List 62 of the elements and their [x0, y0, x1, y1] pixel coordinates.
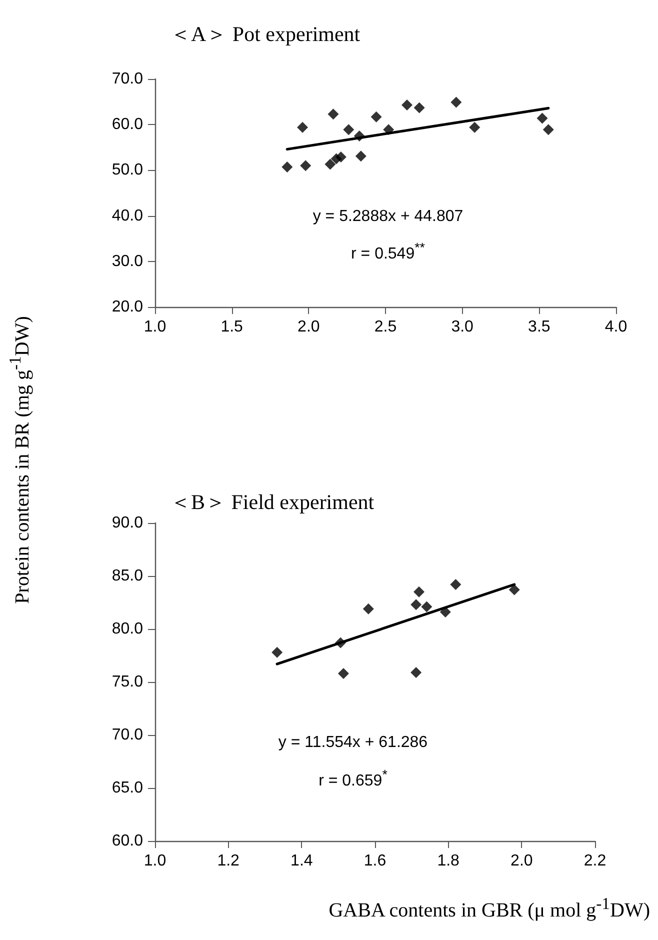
y-tick-label: 60.0: [112, 116, 144, 134]
x-tick-label: 1.4: [290, 852, 313, 870]
y-tick-label: 40.0: [112, 207, 144, 224]
point: [414, 102, 425, 114]
point: [536, 112, 548, 124]
point: [354, 130, 365, 142]
point: [328, 108, 339, 120]
x-tick-label: 1.0: [144, 852, 166, 870]
point: [282, 162, 293, 173]
point: [300, 160, 312, 172]
x-tick-label: 1.0: [144, 318, 166, 336]
x-tick-label: 4.0: [604, 318, 628, 336]
y-tick-label: 30.0: [112, 252, 144, 270]
x-tick-label: 1.8: [437, 852, 460, 870]
point: [410, 599, 422, 610]
point: [272, 646, 283, 658]
point: [469, 122, 480, 133]
point: [343, 124, 354, 136]
annotation: y = 5.2888x + 44.807: [312, 208, 464, 226]
point: [414, 586, 424, 598]
annotation: r = 0.659$^{*}$: [318, 767, 388, 790]
annotation: y = 11.554x + 61.286: [277, 734, 429, 752]
point: [508, 584, 520, 596]
y-tick-label: 70.0: [112, 70, 144, 88]
chart-title: ＜A＞ Pot experiment: [170, 21, 360, 48]
x-tick-label: 1.5: [220, 318, 244, 336]
y-tick-label: 85.0: [112, 568, 144, 584]
x-axis-title: GABA contents in GBR (μ mol g$^{-1}$DW): [328, 894, 650, 923]
point: [297, 122, 308, 133]
point: [402, 99, 413, 110]
point: [362, 603, 374, 614]
point: [338, 668, 349, 680]
x-tick-label: 3.5: [528, 318, 550, 336]
point: [542, 124, 554, 136]
y-tick-label: 50.0: [112, 162, 144, 179]
point: [383, 124, 394, 136]
point: [324, 158, 336, 170]
y-tick-label: 60.0: [112, 832, 144, 850]
y-tick-label: 75.0: [112, 674, 144, 690]
y-tick-label: 65.0: [112, 780, 144, 796]
y-tick-label: 70.0: [112, 726, 144, 744]
point: [410, 666, 422, 678]
point: [335, 151, 346, 162]
y-tick-label: 90.0: [112, 514, 144, 532]
annotation: r = 0.549$^{**}$: [350, 240, 426, 264]
chart-title: ＜B＞ Field experiment: [170, 489, 374, 516]
point: [370, 111, 382, 122]
point: [355, 150, 366, 162]
y-tick-label: 20.0: [112, 298, 144, 316]
x-tick-label: 2.0: [298, 318, 320, 336]
point: [440, 606, 451, 618]
x-tick-label: 3.0: [451, 318, 474, 336]
x-tick-label: 2.0: [510, 852, 533, 870]
point: [450, 96, 462, 108]
point: [335, 637, 346, 648]
y-tick-label: 80.0: [112, 620, 144, 638]
point: [450, 578, 462, 590]
x-tick-label: 1.6: [364, 852, 386, 870]
x-tick-label: 1.2: [217, 852, 240, 870]
x-tick-label: 2.2: [584, 852, 606, 870]
point: [421, 601, 432, 612]
x-tick-label: 2.5: [374, 318, 397, 336]
